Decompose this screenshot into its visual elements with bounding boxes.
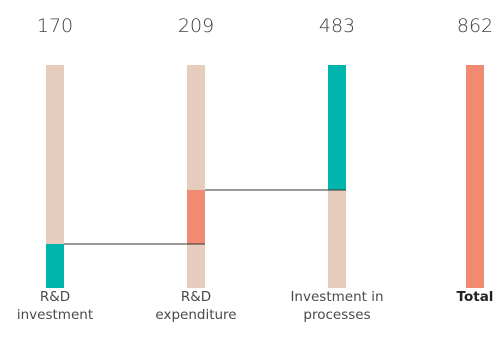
- bar-track-2: [187, 65, 205, 288]
- value-label-1: 170: [37, 15, 73, 37]
- bar-segment-3: [328, 65, 346, 190]
- value-label-3: 483: [319, 15, 355, 37]
- category-label-1: R&D investment: [17, 289, 93, 323]
- bar-segment-2: [187, 189, 205, 245]
- bar-segment-1: [46, 244, 64, 288]
- category-label-line: expenditure: [155, 307, 236, 323]
- value-label-4: 862: [457, 15, 493, 37]
- category-label-2: R&D expenditure: [155, 289, 236, 323]
- category-label-line: Total: [457, 289, 494, 305]
- category-label-line: processes: [303, 307, 370, 323]
- category-label-line: R&D: [40, 289, 70, 305]
- category-label-3: Investment in processes: [290, 289, 383, 323]
- bar-track-1: [46, 65, 64, 288]
- category-label-line: R&D: [181, 289, 211, 305]
- category-label-4: Total: [457, 289, 494, 305]
- category-label-line: Investment in: [290, 289, 383, 305]
- value-label-2: 209: [178, 15, 214, 37]
- category-label-line: investment: [17, 307, 93, 323]
- bar-segment-4: [466, 65, 484, 288]
